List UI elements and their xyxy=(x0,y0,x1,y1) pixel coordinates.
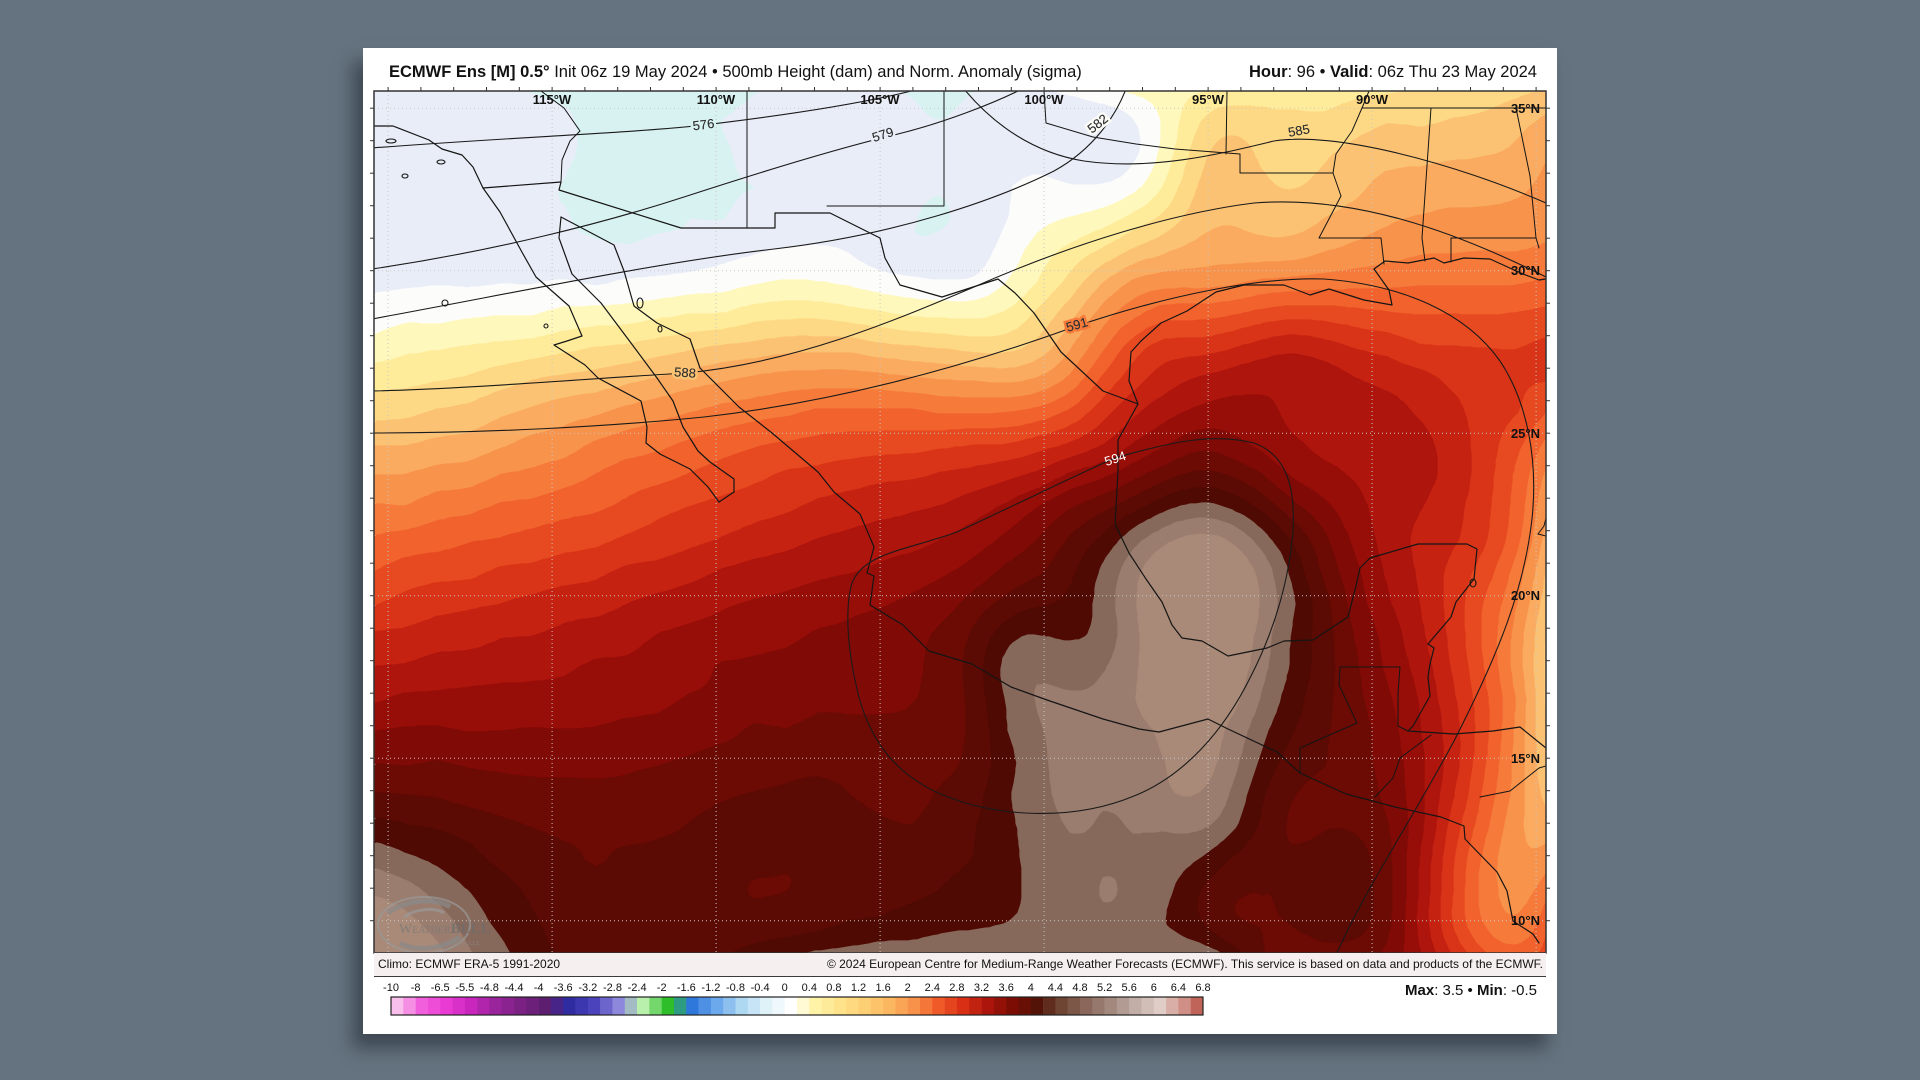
svg-text:6.8: 6.8 xyxy=(1195,982,1210,994)
svg-text:115°W: 115°W xyxy=(533,92,572,107)
svg-text:0.8: 0.8 xyxy=(826,982,841,994)
svg-text:2.4: 2.4 xyxy=(925,982,940,994)
svg-text:-1.2: -1.2 xyxy=(701,982,720,994)
svg-text:-0.4: -0.4 xyxy=(751,982,770,994)
svg-text:2: 2 xyxy=(905,982,911,994)
svg-text:-4.4: -4.4 xyxy=(505,982,524,994)
svg-text:585: 585 xyxy=(1287,121,1311,140)
svg-text:1.6: 1.6 xyxy=(875,982,890,994)
svg-text:6.4: 6.4 xyxy=(1171,982,1186,994)
svg-text:588: 588 xyxy=(674,364,697,380)
svg-text:-4.8: -4.8 xyxy=(480,982,499,994)
svg-text:1.2: 1.2 xyxy=(851,982,866,994)
svg-text:15°N: 15°N xyxy=(1511,751,1540,766)
svg-text:0.4: 0.4 xyxy=(802,982,817,994)
svg-text:594: 594 xyxy=(1103,448,1128,469)
svg-text:-3.2: -3.2 xyxy=(578,982,597,994)
svg-text:-2: -2 xyxy=(657,982,667,994)
svg-text:-4: -4 xyxy=(534,982,544,994)
svg-text:90°W: 90°W xyxy=(1356,92,1389,107)
svg-text:-1.6: -1.6 xyxy=(677,982,696,994)
svg-text:4: 4 xyxy=(1028,982,1034,994)
svg-text:110°W: 110°W xyxy=(697,92,736,107)
svg-text:2.8: 2.8 xyxy=(949,982,964,994)
svg-text:3.6: 3.6 xyxy=(999,982,1014,994)
svg-text:-2.8: -2.8 xyxy=(603,982,622,994)
svg-text:-6.5: -6.5 xyxy=(431,982,450,994)
svg-text:576: 576 xyxy=(692,116,715,134)
svg-text:585: 585 xyxy=(1287,121,1311,140)
svg-text:5.2: 5.2 xyxy=(1097,982,1112,994)
svg-text:576: 576 xyxy=(692,116,715,134)
svg-text:Analytics LLC: Analytics LLC xyxy=(442,940,481,947)
svg-text:579: 579 xyxy=(870,124,895,145)
svg-text:-2.4: -2.4 xyxy=(628,982,647,994)
svg-text:588: 588 xyxy=(674,364,697,380)
svg-text:20°N: 20°N xyxy=(1511,588,1540,603)
svg-text:100°W: 100°W xyxy=(1024,92,1064,107)
svg-text:-10: -10 xyxy=(383,982,399,994)
svg-text:5.6: 5.6 xyxy=(1122,982,1137,994)
svg-text:25°N: 25°N xyxy=(1511,426,1540,441)
svg-text:4.4: 4.4 xyxy=(1048,982,1063,994)
svg-text:4.8: 4.8 xyxy=(1072,982,1087,994)
svg-text:-0.8: -0.8 xyxy=(726,982,745,994)
svg-text:10°N: 10°N xyxy=(1511,913,1540,928)
svg-text:3.2: 3.2 xyxy=(974,982,989,994)
svg-text:-8: -8 xyxy=(411,982,421,994)
svg-text:WEATHERBELL: WEATHERBELL xyxy=(399,921,491,937)
svg-text:105°W: 105°W xyxy=(860,92,900,107)
svg-text:591: 591 xyxy=(1064,314,1089,334)
svg-text:35°N: 35°N xyxy=(1511,101,1540,116)
svg-text:-3.6: -3.6 xyxy=(554,982,573,994)
svg-text:30°N: 30°N xyxy=(1511,263,1540,278)
svg-text:-5.5: -5.5 xyxy=(455,982,474,994)
svg-text:0: 0 xyxy=(782,982,788,994)
svg-text:95°W: 95°W xyxy=(1192,92,1225,107)
svg-text:6: 6 xyxy=(1151,982,1157,994)
